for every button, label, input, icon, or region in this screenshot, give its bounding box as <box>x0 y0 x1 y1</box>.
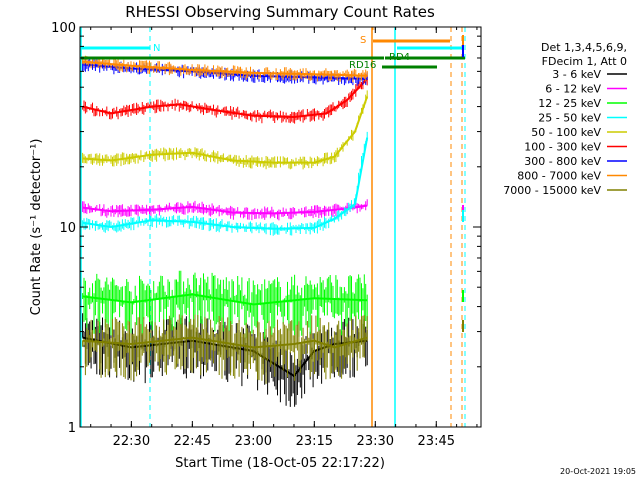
series-5 <box>82 73 368 124</box>
annotation-label: N <box>153 43 160 54</box>
legend-label: 25 - 50 keV <box>538 112 601 125</box>
y-tick-label: 1 <box>68 421 76 436</box>
legend-header: FDecim 1, Att 0 <box>542 55 627 68</box>
series-4 <box>82 90 369 170</box>
annotation-label: RD16 <box>349 60 376 71</box>
series-noise <box>82 199 368 221</box>
legend: Det 1,3,4,5,6,9,FDecim 1, Att 03 - 6 keV… <box>503 41 627 197</box>
legend-label: 50 - 100 keV <box>531 126 601 139</box>
x-tick-label: 23:45 <box>418 434 455 449</box>
x-tick-label: 22:30 <box>113 434 150 449</box>
axes: 22:30 22:45 23:00 23:15 23:30 23:45 1 10 100 <box>51 21 481 449</box>
x-tick-label: 23:00 <box>235 434 272 449</box>
chart-title: RHESSI Observing Summary Count Rates <box>125 3 435 21</box>
y-axis-label: Count Rate (s⁻¹ detector⁻¹) <box>29 139 44 316</box>
legend-label: 3 - 6 keV <box>552 68 601 81</box>
series-noise <box>82 73 368 124</box>
series-1 <box>82 199 368 221</box>
annotation-layer: N S RD16 RD4 <box>81 35 465 332</box>
x-tick-label: 23:15 <box>296 434 333 449</box>
legend-label: 800 - 7000 keV <box>517 170 601 183</box>
y-tick-label: 10 <box>59 221 76 236</box>
series-noise <box>82 90 368 170</box>
legend-label: 100 - 300 keV <box>524 141 601 154</box>
timestamp: 20-Oct-2021 19:05 <box>560 467 636 476</box>
annotation-label: RD4 <box>389 52 410 63</box>
legend-label: 6 - 12 keV <box>545 83 601 96</box>
legend-label: 12 - 25 keV <box>538 97 601 110</box>
series-2 <box>82 270 368 339</box>
event-markers <box>80 27 466 427</box>
series-8 <box>82 314 368 384</box>
y-tick-label: 100 <box>51 21 76 36</box>
series-noise <box>82 55 368 83</box>
series-layer <box>82 55 369 407</box>
series-7 <box>82 55 368 83</box>
series-noise <box>82 314 368 384</box>
series-noise <box>82 131 368 236</box>
x-axis-label: Start Time (18-Oct-05 22:17:22) <box>175 456 385 471</box>
legend-label: 300 - 800 keV <box>524 155 601 168</box>
legend-header: Det 1,3,4,5,6,9, <box>541 41 627 54</box>
annotation-label: S <box>360 35 366 46</box>
legend-label: 7000 - 15000 keV <box>503 184 601 197</box>
series-noise <box>82 270 368 339</box>
series-3 <box>82 131 369 236</box>
x-tick-label: 22:45 <box>174 434 211 449</box>
x-tick-label: 23:30 <box>357 434 394 449</box>
